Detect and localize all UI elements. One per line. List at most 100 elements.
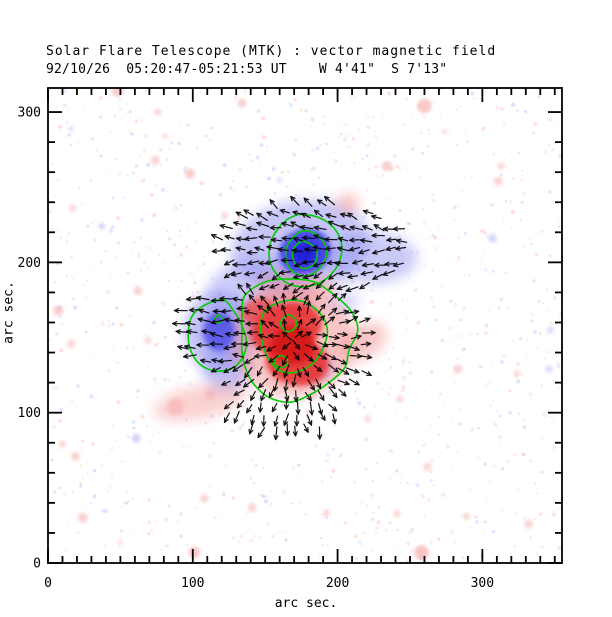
vector-arrow [327,220,341,227]
vector-arrow [371,214,382,220]
noise-dot [249,477,253,480]
vector-arrow [273,377,279,392]
vector-arrow [266,244,280,250]
noise-dot [440,284,445,289]
noise-dot [529,536,533,539]
noise-dot [139,118,142,120]
noise-dot [236,539,241,544]
noise-dot [233,95,238,100]
vector-arrow [281,221,294,228]
noise-dot [366,103,368,105]
vector-arrow [177,344,188,350]
noise-dot [483,462,488,467]
noise-dot [94,219,97,222]
negative-speckle [488,233,497,243]
noise-dot [77,139,80,142]
noise-dot [498,414,502,418]
noise-dot [119,322,124,327]
vector-arrow [266,345,276,352]
noise-dot [385,465,388,468]
noise-dot [104,249,108,253]
vector-arrow [236,400,245,409]
y-tick-label: 300 [18,106,41,121]
vector-arrow [244,236,258,242]
noise-dot [321,436,324,439]
noise-dot [424,116,426,119]
noise-dot [79,484,83,488]
noise-dot [554,101,557,104]
noise-dot [91,355,96,359]
noise-dot [166,378,171,383]
noise-dot [483,385,487,389]
vector-arrow [359,282,370,290]
noise-dot [549,321,553,325]
noise-dot [547,189,552,195]
noise-dot [448,299,453,304]
noise-dot [315,146,320,151]
noise-dot [375,532,378,535]
noise-dot [255,155,260,160]
noise-dot [74,405,78,408]
noise-dot [290,502,293,505]
noise-dot [278,202,281,205]
noise-dot [266,207,268,209]
noise-dot [406,541,410,546]
noise-dot [304,108,308,113]
vector-arrow [224,259,235,266]
vector-arrow [257,402,264,413]
noise-dot [513,453,517,457]
noise-dot [540,545,545,550]
noise-dot [326,134,329,136]
vector-arrow [282,342,291,350]
vector-arrow [292,351,300,361]
noise-dot [398,166,402,170]
noise-dot [142,136,144,138]
noise-dot [192,275,196,279]
noise-dot [531,313,535,317]
noise-dot [340,122,343,125]
vector-arrow [197,317,212,323]
noise-dot [483,250,486,253]
noise-dot [385,351,387,354]
vector-arrow [248,421,254,435]
noise-dot [72,329,74,332]
noise-dot [136,175,138,177]
noise-dot [454,302,458,307]
noise-dot [547,143,551,148]
vector-arrow [317,353,328,360]
noise-dot [178,120,181,123]
noise-dot [376,382,380,386]
noise-dot [204,134,208,138]
noise-dot [294,139,298,142]
noise-dot [257,397,261,401]
vector-arrow [294,414,300,427]
vector-arrow [237,283,247,296]
noise-dot [175,341,181,346]
noise-dot [370,157,372,159]
noise-dot [120,528,124,533]
vector-arrow [372,273,383,280]
vector-arrow [232,262,247,268]
noise-dot [350,382,352,384]
vector-arrow [296,319,303,331]
noise-dot [89,501,93,504]
noise-dot [542,413,547,418]
noise-dot [461,556,464,559]
noise-dot [340,383,344,387]
noise-dot [62,88,68,94]
vector-arrow [395,238,408,244]
noise-dot [245,512,248,515]
noise-dot [312,166,316,171]
noise-dot [142,397,144,399]
noise-dot [128,110,132,114]
noise-dot [470,91,475,96]
vector-arrow [283,398,289,410]
noise-dot [457,334,461,338]
noise-dot [313,444,318,448]
noise-dot [260,116,266,121]
noise-dot [168,147,171,151]
noise-dot [204,92,206,95]
noise-dot [266,176,272,181]
field-contour-neg-ring-2 [284,229,328,277]
y-tick-label: 0 [33,557,41,572]
